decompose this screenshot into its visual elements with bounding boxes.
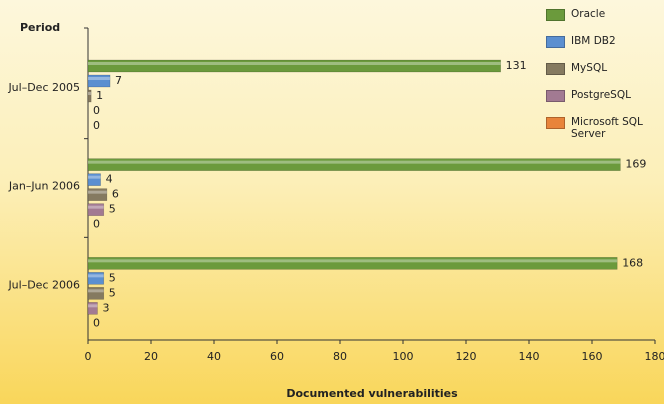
value-label: 3: [102, 301, 109, 314]
y-axis-label: Period: [20, 21, 60, 34]
value-label: 6: [112, 188, 119, 201]
bar-highlight: [88, 304, 98, 308]
bar-highlight: [88, 160, 621, 164]
x-tick-label: 80: [333, 350, 347, 363]
bar-highlight: [88, 259, 618, 263]
bar-highlight: [88, 175, 101, 179]
value-label: 0: [93, 119, 100, 132]
value-label: 0: [93, 316, 100, 329]
legend-swatch: [546, 9, 565, 21]
value-label: 4: [106, 173, 113, 186]
value-label: 5: [109, 203, 116, 216]
legend-swatch: [546, 36, 565, 48]
bar: [87, 203, 105, 216]
value-label: 169: [625, 158, 646, 171]
legend-label: Microsoft SQL Server: [571, 116, 643, 140]
bar: [87, 173, 101, 186]
value-label: 0: [93, 218, 100, 231]
bar-highlight: [88, 205, 104, 209]
value-label: 0: [93, 104, 100, 117]
bar-highlight: [88, 289, 104, 293]
x-tick-label: 140: [519, 350, 540, 363]
x-tick-label: 100: [393, 350, 414, 363]
legend-label: IBM DB2: [571, 35, 616, 47]
bar: [87, 89, 92, 103]
x-tick-label: 0: [85, 350, 92, 363]
bar-highlight: [88, 92, 92, 95]
bar: [87, 74, 111, 88]
value-label: 5: [109, 271, 116, 284]
legend-label: PostgreSQL: [571, 89, 631, 101]
value-label: 7: [115, 74, 122, 87]
bar: [87, 158, 621, 171]
x-tick-label: 20: [144, 350, 158, 363]
bar: [87, 302, 98, 315]
x-axis-label: Documented vulnerabilities: [286, 387, 458, 400]
value-label: 131: [506, 59, 527, 72]
bar: [87, 287, 105, 300]
bar-highlight: [88, 77, 111, 80]
x-tick-label: 40: [207, 350, 221, 363]
y-tick-label: Jul–Dec 2005: [7, 81, 80, 94]
bar: [87, 59, 501, 73]
bar: [87, 188, 108, 201]
x-tick-label: 120: [456, 350, 477, 363]
legend-label: Oracle: [571, 8, 606, 20]
bar-highlight: [88, 274, 104, 278]
bar-highlight: [88, 62, 501, 65]
bar-highlight: [88, 190, 107, 194]
legend-swatch: [546, 90, 565, 102]
legend-swatch: [546, 63, 565, 75]
y-tick-label: Jan–Jun 2006: [8, 180, 80, 193]
value-label: 168: [622, 256, 643, 269]
bar: [87, 257, 618, 270]
x-tick-label: 160: [582, 350, 603, 363]
x-tick-label: 180: [645, 350, 664, 363]
y-tick-label: Jul–Dec 2006: [7, 278, 80, 291]
bar: [87, 272, 105, 285]
legend-swatch: [546, 117, 565, 129]
legend-label: MySQL: [571, 62, 608, 74]
value-label: 1: [96, 89, 103, 102]
value-label: 5: [109, 286, 116, 299]
x-tick-label: 60: [270, 350, 284, 363]
